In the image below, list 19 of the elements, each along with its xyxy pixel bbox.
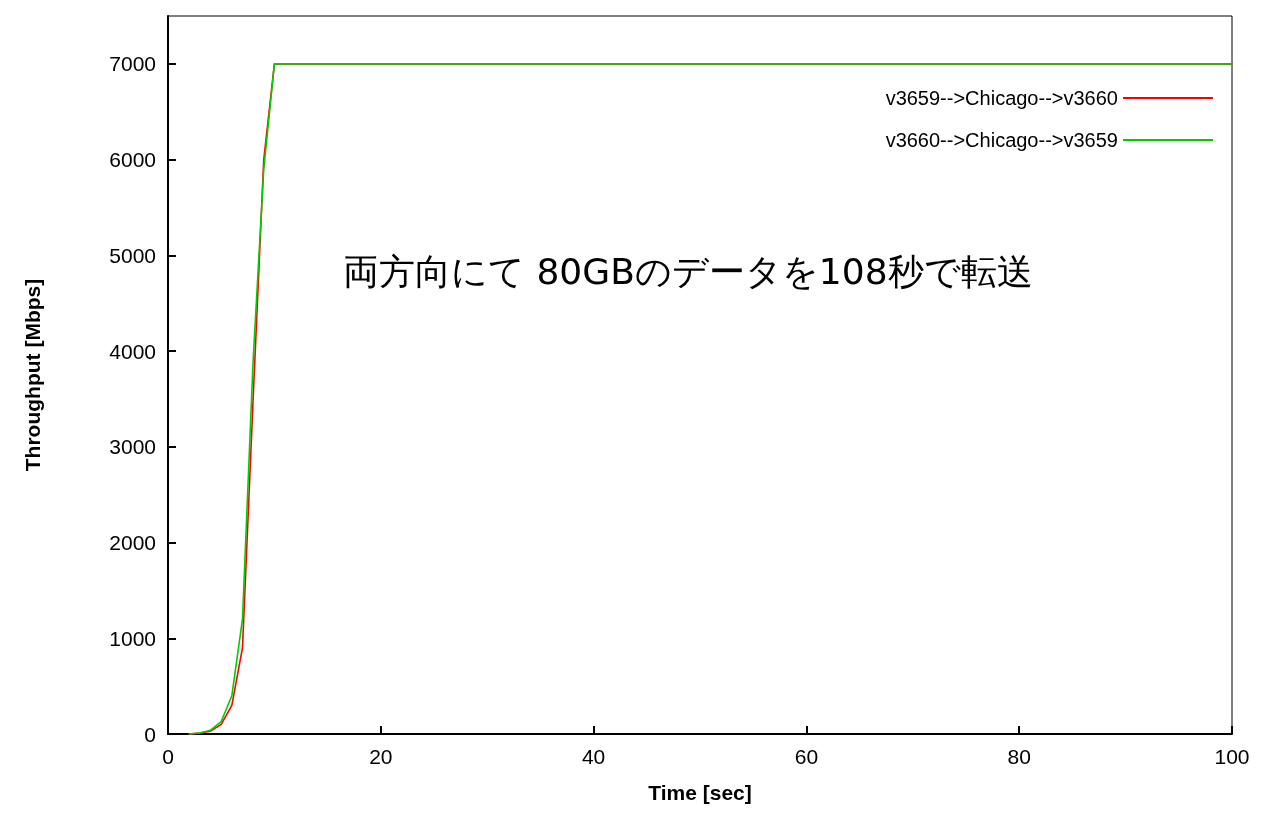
y-tick-label: 1000 (109, 626, 156, 650)
x-tick-label: 0 (162, 745, 174, 768)
y-tick-label: 4000 (109, 339, 156, 363)
y-tick-label: 6000 (109, 148, 156, 172)
x-tick-label: 100 (1214, 745, 1250, 768)
annotation: 両方向にて 80GBのデータを108秒で転送 (343, 250, 1033, 292)
y-tick-label: 2000 (109, 531, 156, 555)
y-tick-label: 5000 (109, 243, 156, 267)
y-axis-title: Throughput [Mbps] (21, 278, 44, 472)
x-tick-label: 60 (794, 745, 819, 768)
legend-label: v3660-->Chicago-->v3659 (885, 129, 1118, 151)
x-tick-label: 40 (581, 745, 606, 768)
y-tick-label: 3000 (109, 435, 156, 459)
x-axis-title: Time [sec] (648, 781, 752, 804)
y-tick-label: 7000 (109, 52, 156, 76)
x-tick-label: 80 (1007, 745, 1031, 768)
x-tick-label: 20 (369, 745, 393, 768)
legend-label: v3659-->Chicago-->v3660 (885, 87, 1118, 109)
y-tick-label: 0 (144, 722, 156, 746)
